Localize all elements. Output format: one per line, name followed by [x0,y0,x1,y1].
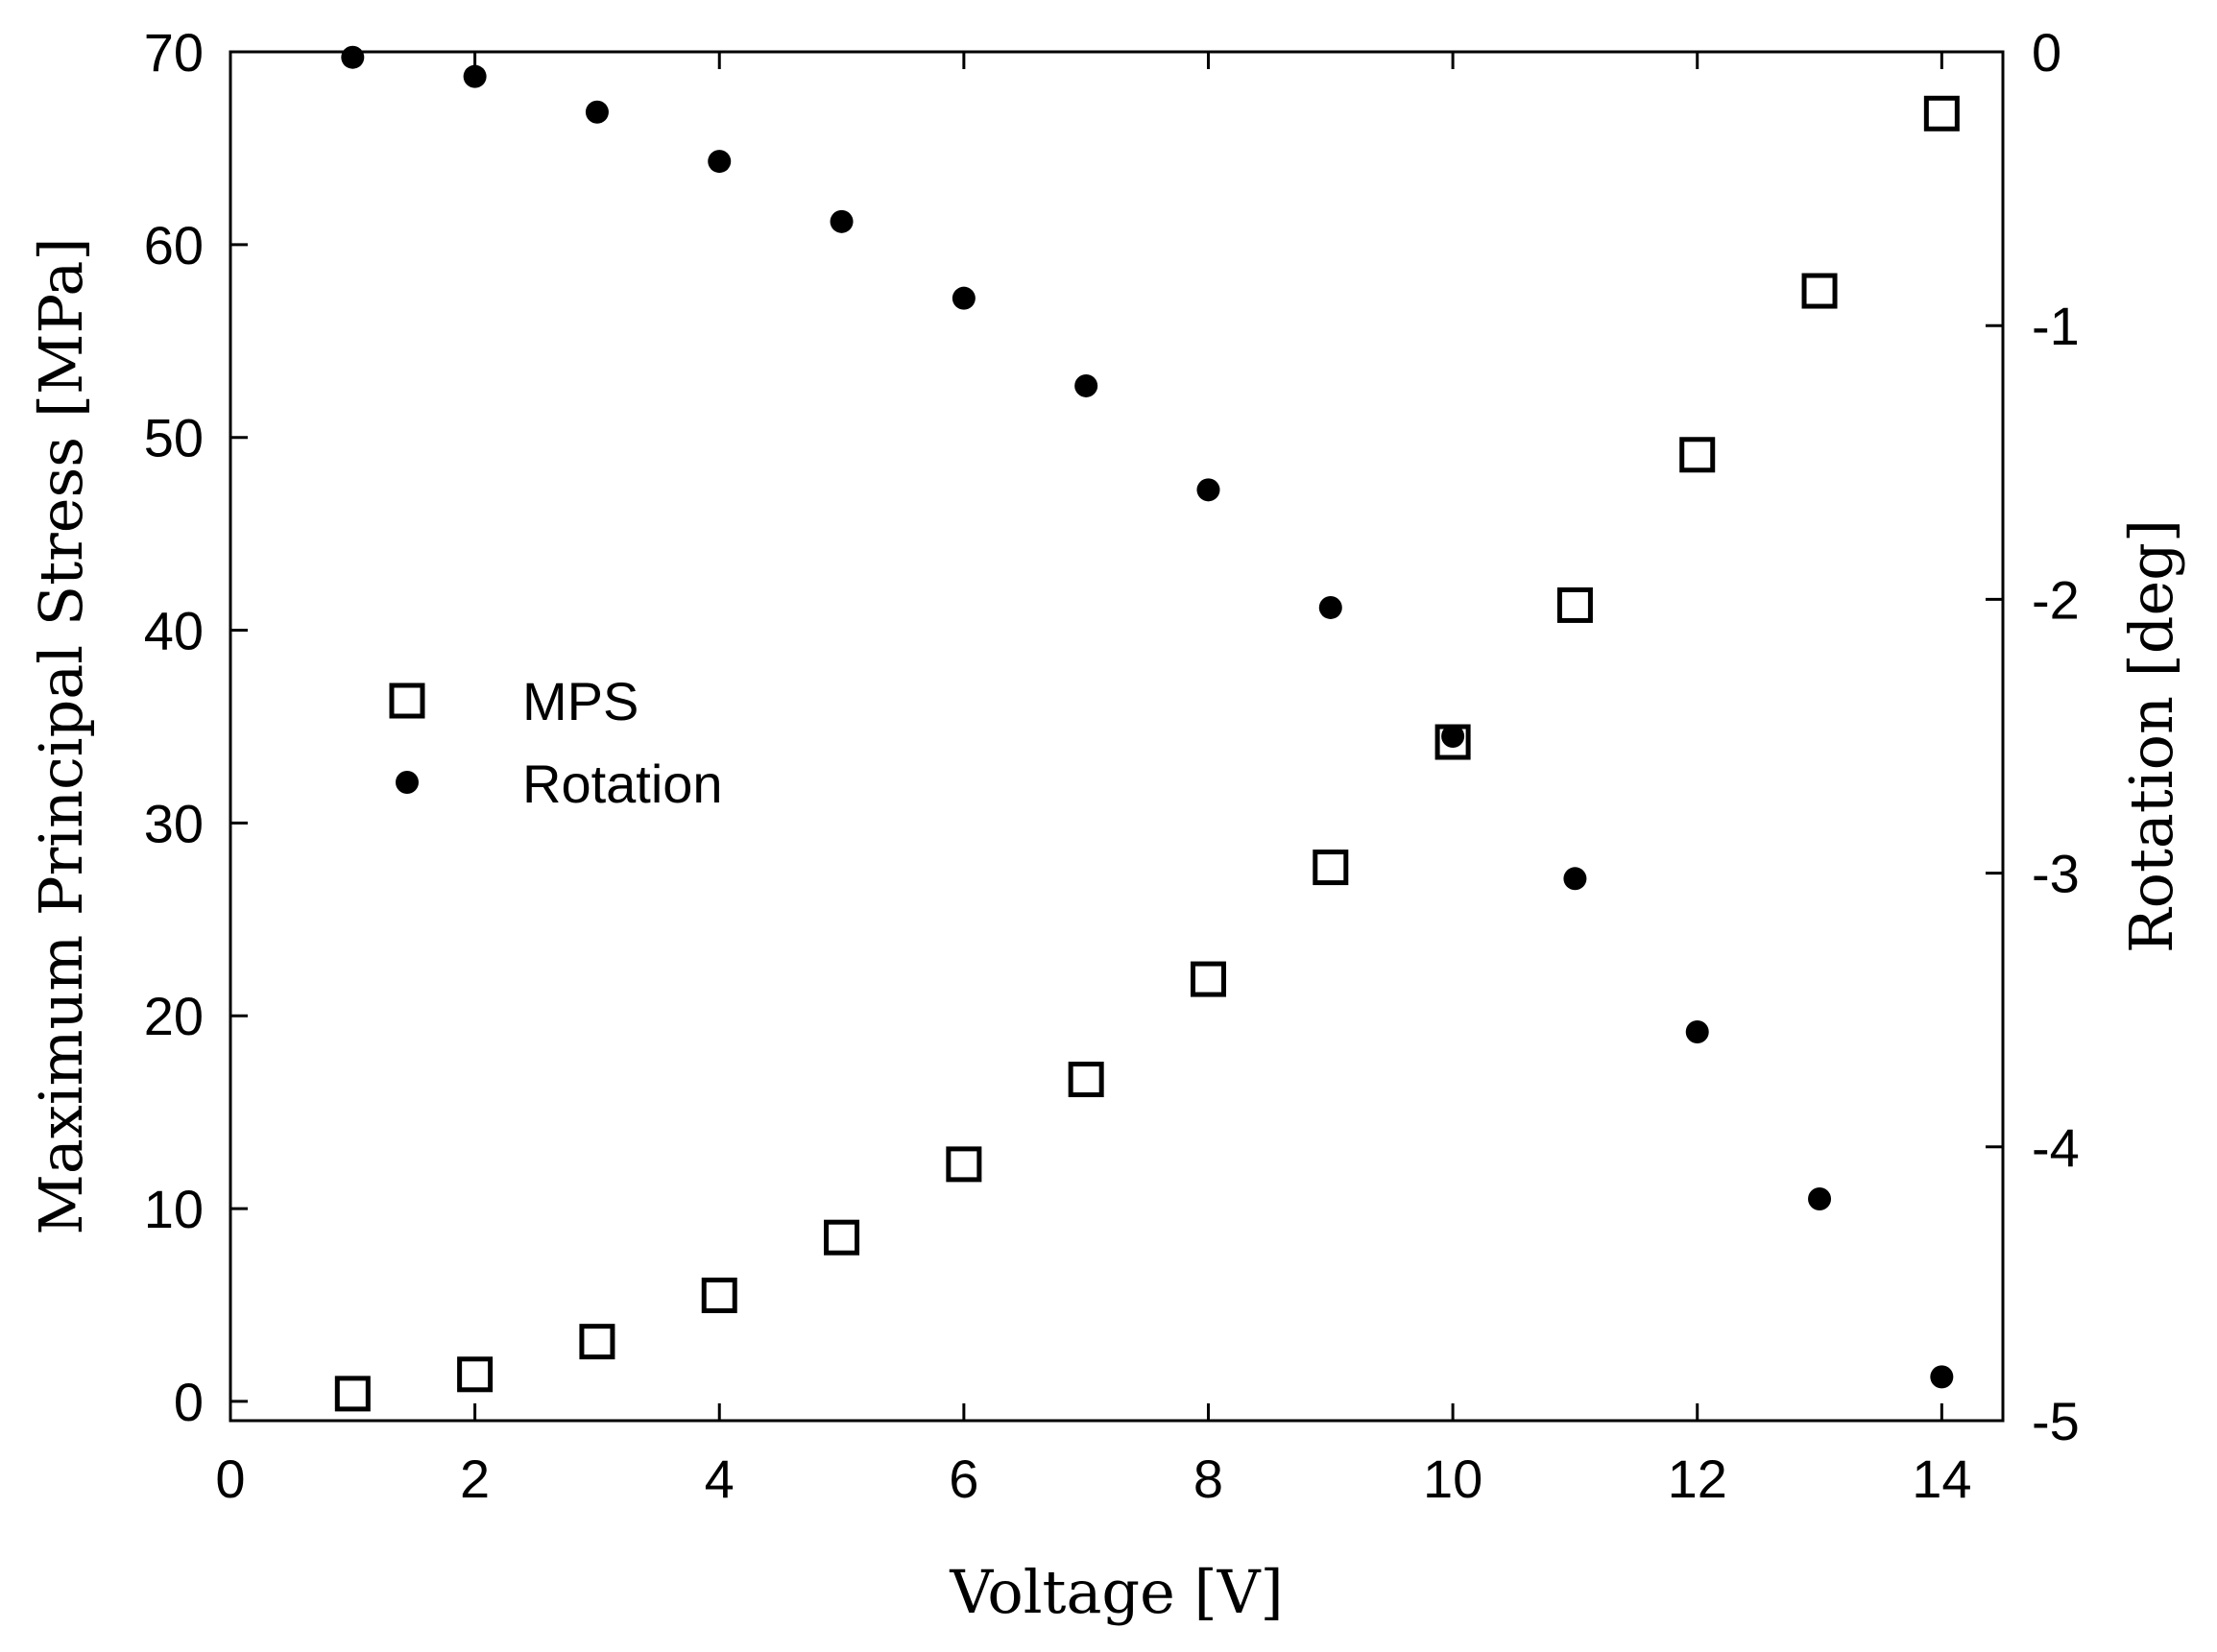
legend-mps-marker [389,682,425,719]
mps-point [1679,437,1716,473]
y-axis-right: 0 -1 -2 -3 -4 -5 [1986,22,2080,1451]
x-tick-label: 0 [215,1448,245,1509]
y-right-tick-label: -3 [2032,844,2080,904]
x-tick-label: 2 [460,1448,490,1509]
y-left-tick-label: 50 [144,408,204,468]
rotation-point [1563,867,1587,891]
rotation-point [1685,1020,1709,1044]
rotation-point [1074,373,1098,397]
x-axis: 0 2 4 6 8 10 12 14 [215,52,1971,1509]
series-markers [334,45,1960,1412]
mps-point [1801,273,1838,309]
y-left-tick-label: 40 [144,601,204,661]
mps-point [1313,850,1349,886]
y-left-tick-label: 70 [144,22,204,83]
rotation-point [585,100,609,124]
rotation-point [1318,595,1342,619]
y-axis-right-title: Rotation [deg] [2116,519,2186,953]
mps-point [1556,587,1593,623]
x-tick-label: 12 [1668,1448,1727,1509]
y-axis-left-title: Maximum Principal Stress [MPa] [26,237,96,1234]
x-tick-label: 10 [1423,1448,1482,1509]
y-left-tick-label: 0 [174,1372,204,1432]
mps-point [824,1219,860,1256]
mps-point [1190,961,1226,997]
y-right-tick-label: -5 [2032,1391,2080,1451]
legend-rotation-marker [396,771,419,794]
mps-point [1923,95,1960,132]
y-right-tick-label: -4 [2032,1117,2080,1178]
mps-point [946,1146,982,1183]
legend-rotation-label: Rotation [522,754,723,814]
y-axis-left: 0 10 20 30 40 50 60 70 [144,22,248,1432]
plot-area [229,50,2005,1423]
rotation-point [1196,478,1220,502]
rotation-point [463,64,487,88]
y-right-tick-label: 0 [2032,22,2061,83]
legend-mps-label: MPS [522,671,639,731]
rotation-point [952,286,976,310]
rotation-point [1930,1365,1954,1389]
rotation-point [1441,725,1465,748]
y-right-tick-label: -1 [2032,296,2080,356]
x-tick-label: 6 [949,1448,978,1509]
x-axis-title: Voltage [V] [949,1557,1283,1627]
y-left-tick-label: 10 [144,1179,204,1239]
rotation-point [708,150,732,174]
rotation-point [1808,1186,1832,1210]
mps-point [457,1356,494,1393]
legend: MPS Rotation [389,671,723,814]
x-tick-label: 14 [1912,1448,1971,1509]
y-left-tick-label: 60 [144,215,204,275]
rotation-point [830,209,854,233]
y-left-tick-label: 30 [144,793,204,853]
y-right-tick-label: -2 [2032,569,2080,630]
mps-point [1068,1062,1104,1098]
y-left-tick-label: 20 [144,986,204,1046]
rotation-point [341,45,365,69]
x-tick-label: 8 [1193,1448,1223,1509]
x-tick-label: 4 [705,1448,735,1509]
mps-point [334,1376,371,1412]
mps-point [579,1324,615,1360]
mps-point [701,1277,737,1313]
